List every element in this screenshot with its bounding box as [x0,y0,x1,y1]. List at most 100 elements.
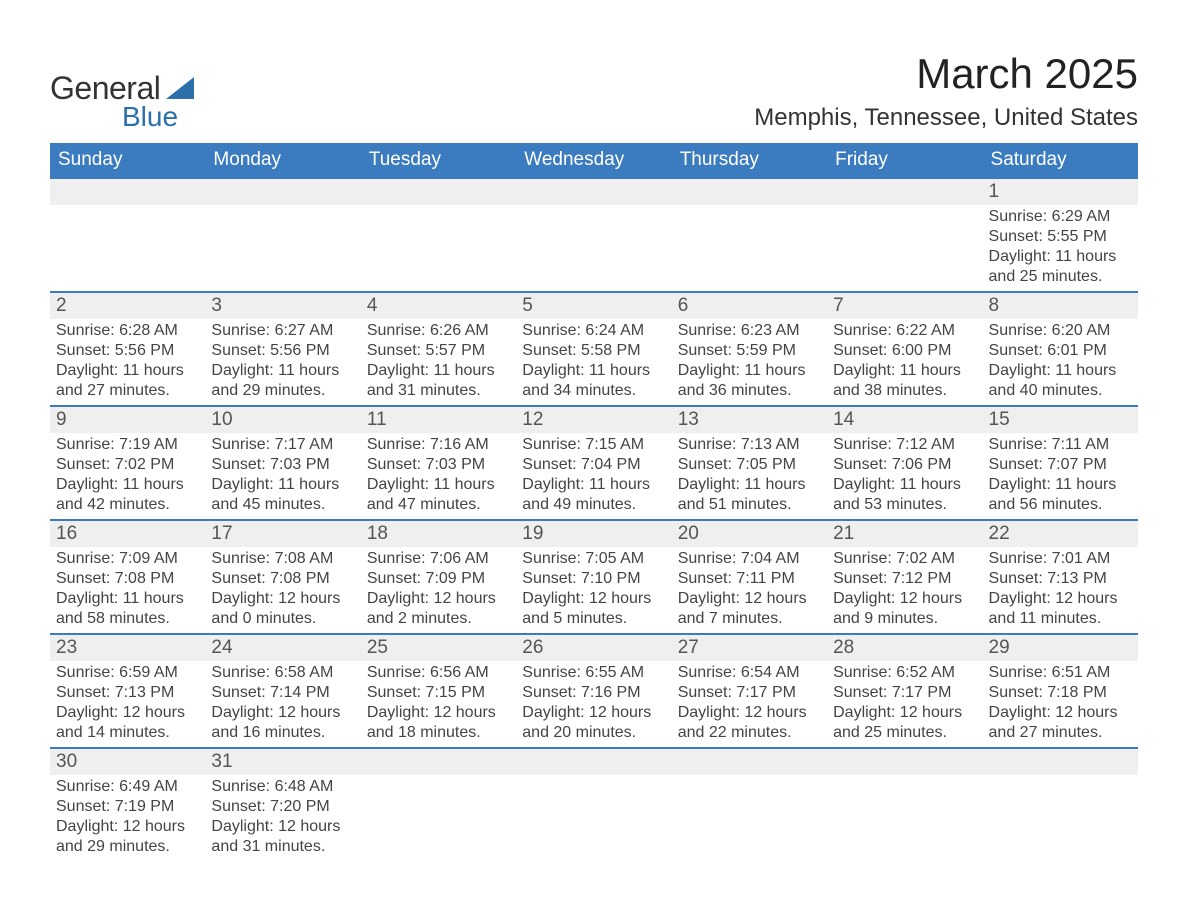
day-number-cell: 5 [516,292,671,319]
day-detail-cell: Sunrise: 6:54 AMSunset: 7:17 PMDaylight:… [672,661,827,748]
month-title: March 2025 [754,50,1138,98]
day-number-cell: 29 [983,634,1138,661]
day-detail-cell: Sunrise: 6:24 AMSunset: 5:58 PMDaylight:… [516,319,671,406]
daylight-text: Daylight: 12 hours [56,817,199,837]
day-number-cell: 26 [516,634,671,661]
daylight-text: Daylight: 11 hours [211,361,354,381]
daylight-text: Daylight: 12 hours [989,589,1132,609]
day-number-cell: 13 [672,406,827,433]
sunrise-text: Sunrise: 7:05 AM [522,549,665,569]
sunrise-text: Sunrise: 7:17 AM [211,435,354,455]
sunset-text: Sunset: 7:04 PM [522,455,665,475]
day-detail-cell: Sunrise: 7:09 AMSunset: 7:08 PMDaylight:… [50,547,205,634]
daylight-text: Daylight: 11 hours [522,475,665,495]
week-detail-row: Sunrise: 6:59 AMSunset: 7:13 PMDaylight:… [50,661,1138,748]
daylight-text: and 51 minutes. [678,495,821,515]
day-number-cell [361,178,516,205]
daylight-text: Daylight: 12 hours [211,817,354,837]
daylight-text: and 42 minutes. [56,495,199,515]
daylight-text: and 22 minutes. [678,723,821,743]
daylight-text: and 31 minutes. [211,837,354,857]
logo: General Blue [50,50,194,133]
sunset-text: Sunset: 7:08 PM [56,569,199,589]
daylight-text: and 49 minutes. [522,495,665,515]
daylight-text: and 29 minutes. [56,837,199,857]
sunset-text: Sunset: 7:11 PM [678,569,821,589]
header: General Blue March 2025 Memphis, Tenness… [50,50,1138,133]
sunrise-text: Sunrise: 7:13 AM [678,435,821,455]
day-detail-cell: Sunrise: 7:15 AMSunset: 7:04 PMDaylight:… [516,433,671,520]
day-detail-cell [827,775,982,861]
daylight-text: and 29 minutes. [211,381,354,401]
day-detail-cell: Sunrise: 7:16 AMSunset: 7:03 PMDaylight:… [361,433,516,520]
day-number-cell: 20 [672,520,827,547]
sunrise-text: Sunrise: 7:15 AM [522,435,665,455]
day-number-cell: 9 [50,406,205,433]
day-number-cell: 30 [50,748,205,775]
sunrise-text: Sunrise: 7:02 AM [833,549,976,569]
sunset-text: Sunset: 5:58 PM [522,341,665,361]
daylight-text: and 27 minutes. [989,723,1132,743]
day-header: Tuesday [361,143,516,178]
sunset-text: Sunset: 7:14 PM [211,683,354,703]
sunrise-text: Sunrise: 6:49 AM [56,777,199,797]
day-number-cell: 19 [516,520,671,547]
sunrise-text: Sunrise: 6:59 AM [56,663,199,683]
day-detail-cell: Sunrise: 7:17 AMSunset: 7:03 PMDaylight:… [205,433,360,520]
sunrise-text: Sunrise: 6:52 AM [833,663,976,683]
sunrise-text: Sunrise: 7:06 AM [367,549,510,569]
week-detail-row: Sunrise: 6:29 AMSunset: 5:55 PMDaylight:… [50,205,1138,292]
day-detail-cell: Sunrise: 6:52 AMSunset: 7:17 PMDaylight:… [827,661,982,748]
week-detail-row: Sunrise: 7:09 AMSunset: 7:08 PMDaylight:… [50,547,1138,634]
day-number-cell: 2 [50,292,205,319]
day-detail-cell: Sunrise: 6:22 AMSunset: 6:00 PMDaylight:… [827,319,982,406]
day-detail-cell [672,205,827,292]
day-header: Sunday [50,143,205,178]
title-block: March 2025 Memphis, Tennessee, United St… [754,50,1138,132]
sunset-text: Sunset: 7:12 PM [833,569,976,589]
sunset-text: Sunset: 5:56 PM [56,341,199,361]
day-number-cell: 15 [983,406,1138,433]
day-number-cell: 22 [983,520,1138,547]
day-detail-cell: Sunrise: 6:51 AMSunset: 7:18 PMDaylight:… [983,661,1138,748]
day-number-cell: 21 [827,520,982,547]
day-number-cell [983,748,1138,775]
daylight-text: Daylight: 11 hours [56,589,199,609]
sunrise-text: Sunrise: 7:08 AM [211,549,354,569]
week-daynum-row: 16171819202122 [50,520,1138,547]
sunset-text: Sunset: 7:07 PM [989,455,1132,475]
daylight-text: and 31 minutes. [367,381,510,401]
daylight-text: and 36 minutes. [678,381,821,401]
day-header: Saturday [983,143,1138,178]
week-daynum-row: 23242526272829 [50,634,1138,661]
day-number-cell: 12 [516,406,671,433]
day-detail-cell: Sunrise: 6:58 AMSunset: 7:14 PMDaylight:… [205,661,360,748]
day-number-cell: 18 [361,520,516,547]
day-detail-cell: Sunrise: 6:27 AMSunset: 5:56 PMDaylight:… [205,319,360,406]
daylight-text: Daylight: 11 hours [522,361,665,381]
sunset-text: Sunset: 7:18 PM [989,683,1132,703]
day-detail-cell: Sunrise: 6:48 AMSunset: 7:20 PMDaylight:… [205,775,360,861]
sunset-text: Sunset: 5:55 PM [989,227,1132,247]
day-header: Friday [827,143,982,178]
day-detail-cell: Sunrise: 6:56 AMSunset: 7:15 PMDaylight:… [361,661,516,748]
day-detail-cell [516,775,671,861]
daylight-text: and 45 minutes. [211,495,354,515]
daylight-text: Daylight: 12 hours [522,703,665,723]
day-header: Monday [205,143,360,178]
sunset-text: Sunset: 7:17 PM [678,683,821,703]
day-number-cell: 17 [205,520,360,547]
sunset-text: Sunset: 7:09 PM [367,569,510,589]
day-number-cell: 23 [50,634,205,661]
day-number-cell: 31 [205,748,360,775]
day-detail-cell: Sunrise: 7:01 AMSunset: 7:13 PMDaylight:… [983,547,1138,634]
daylight-text: Daylight: 11 hours [833,361,976,381]
daylight-text: and 58 minutes. [56,609,199,629]
day-detail-cell [361,205,516,292]
daylight-text: and 11 minutes. [989,609,1132,629]
sunrise-text: Sunrise: 7:09 AM [56,549,199,569]
day-detail-cell: Sunrise: 7:05 AMSunset: 7:10 PMDaylight:… [516,547,671,634]
sunrise-text: Sunrise: 6:48 AM [211,777,354,797]
sunrise-text: Sunrise: 7:19 AM [56,435,199,455]
day-detail-cell: Sunrise: 7:02 AMSunset: 7:12 PMDaylight:… [827,547,982,634]
